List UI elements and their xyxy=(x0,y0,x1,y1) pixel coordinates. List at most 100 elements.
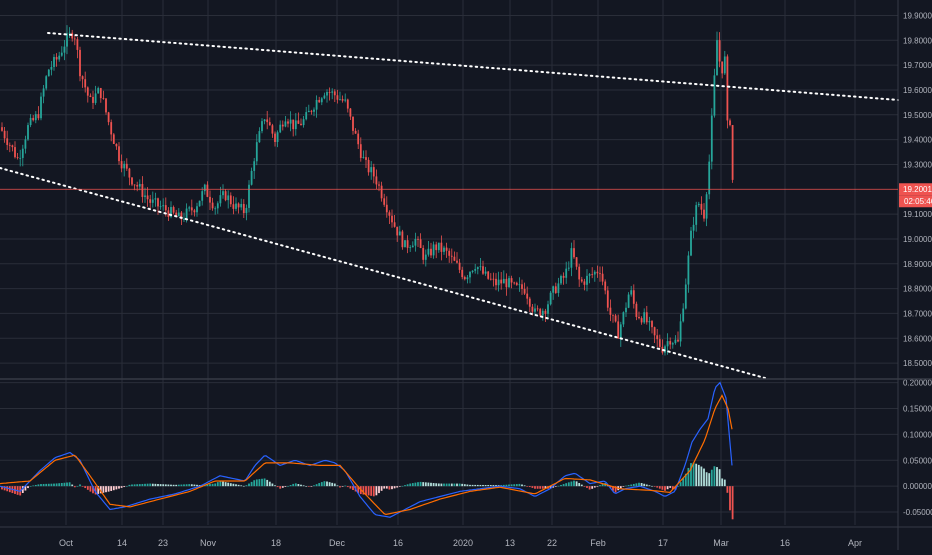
x-tick-label: 16 xyxy=(393,538,403,548)
candle xyxy=(222,184,224,199)
candle xyxy=(198,200,201,207)
macd-histogram-bar xyxy=(679,482,682,487)
macd-histogram-bar xyxy=(583,486,586,487)
macd-pane[interactable] xyxy=(0,381,734,520)
candle-body xyxy=(565,268,568,278)
candle-body xyxy=(619,324,622,339)
candle-body xyxy=(643,312,646,323)
candle-body xyxy=(125,163,128,169)
candle-body xyxy=(206,184,209,197)
y-tick-label: 19.30000 xyxy=(903,160,932,169)
candle xyxy=(315,95,318,118)
macd-histogram-bar xyxy=(294,483,297,487)
macd-histogram-bar xyxy=(635,483,638,487)
candle-body xyxy=(131,177,133,185)
candle xyxy=(237,202,240,214)
macd-histogram-bar xyxy=(209,484,211,487)
candle-body xyxy=(669,341,672,345)
macd-histogram-bar xyxy=(526,486,529,487)
candle-body xyxy=(703,209,705,219)
candle-body xyxy=(183,219,185,220)
macd-histogram-bar xyxy=(586,486,588,488)
macd-histogram-bar xyxy=(131,484,133,487)
candle-body xyxy=(586,275,588,285)
candle xyxy=(401,229,404,250)
macd-histogram-bar xyxy=(578,482,581,487)
candle xyxy=(138,179,141,191)
macd-histogram-bar xyxy=(591,486,594,489)
candle xyxy=(424,249,427,267)
candle xyxy=(94,85,97,105)
candle-body xyxy=(443,247,445,252)
candle xyxy=(479,257,482,271)
macd-histogram-bar xyxy=(216,482,219,487)
candle xyxy=(177,208,180,217)
candle xyxy=(3,126,6,143)
macd-histogram-bar xyxy=(206,484,209,487)
candle-body xyxy=(697,203,700,206)
macd-histogram-bar xyxy=(240,485,243,487)
candle-body xyxy=(198,200,201,207)
candle xyxy=(474,263,477,274)
lower-trendline[interactable] xyxy=(0,167,766,379)
macd-histogram-bar xyxy=(60,482,63,487)
candle-body xyxy=(211,202,214,209)
candle xyxy=(336,89,339,104)
macd-histogram-bar xyxy=(575,481,578,487)
price-pane[interactable] xyxy=(1,25,734,356)
candle xyxy=(211,197,214,211)
candle xyxy=(487,270,490,280)
macd-histogram-bar xyxy=(331,482,334,487)
candle xyxy=(92,90,94,109)
candle-body xyxy=(588,274,591,276)
candle-body xyxy=(393,222,396,227)
candle xyxy=(287,118,289,128)
macd-histogram-bar xyxy=(721,478,724,487)
candle xyxy=(258,127,261,143)
macd-histogram-bar xyxy=(625,485,627,487)
candle xyxy=(227,190,230,209)
macd-histogram-bar xyxy=(435,483,438,487)
candle-body xyxy=(346,99,349,109)
candle-body xyxy=(196,206,198,213)
candle-body xyxy=(157,198,159,207)
macd-histogram-bar xyxy=(128,484,131,487)
candle xyxy=(214,206,217,215)
candle-body xyxy=(604,281,607,291)
candle-body xyxy=(721,61,724,74)
y-tick-label: 19.80000 xyxy=(903,36,932,45)
macd-histogram-bar xyxy=(185,484,188,487)
candle xyxy=(21,144,24,167)
candle xyxy=(476,266,479,275)
candle xyxy=(253,157,256,179)
macd-histogram-bar xyxy=(190,484,193,487)
candle xyxy=(281,120,284,131)
candle xyxy=(391,209,393,228)
candle-body xyxy=(648,321,651,323)
candle xyxy=(357,129,360,149)
candle-body xyxy=(705,194,708,219)
x-tick-label: 18 xyxy=(271,538,281,548)
candle-body xyxy=(632,290,635,304)
upper-trendline[interactable] xyxy=(47,32,899,101)
macd-histogram-bar xyxy=(63,482,66,487)
candle-body xyxy=(682,308,685,322)
candle-body xyxy=(716,40,718,76)
macd-histogram-bar xyxy=(344,485,347,487)
candle-body xyxy=(580,279,583,282)
candle-body xyxy=(497,279,500,286)
macd-histogram-bar xyxy=(729,486,731,511)
candle xyxy=(40,92,42,121)
candle-body xyxy=(79,49,81,77)
candle-body xyxy=(320,98,323,103)
candle-body xyxy=(27,125,29,140)
macd-histogram-bar xyxy=(105,486,107,493)
candle xyxy=(643,308,646,324)
candle-body xyxy=(224,191,227,201)
candle-body xyxy=(16,157,19,158)
candle xyxy=(86,86,89,103)
candle xyxy=(469,271,471,284)
candle-body xyxy=(617,321,620,339)
macd-histogram-bar xyxy=(110,486,113,491)
candle-body xyxy=(60,52,63,56)
